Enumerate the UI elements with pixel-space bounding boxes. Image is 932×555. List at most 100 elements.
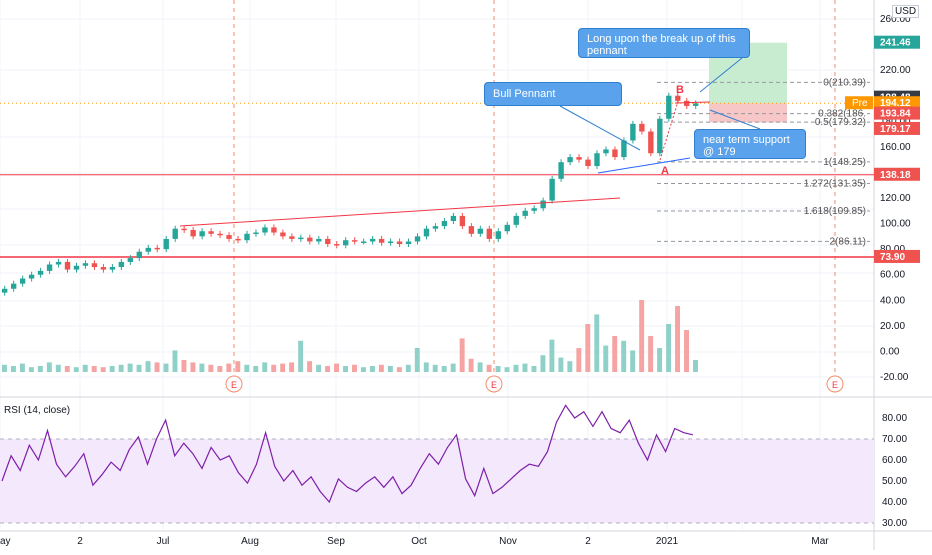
volume-bar xyxy=(136,364,142,372)
price-axis: 80.0070.0060.0050.0040.0030.00260.00240.… xyxy=(845,14,920,529)
candle-body xyxy=(405,241,412,245)
drawings[interactable]: A B E E E xyxy=(179,57,844,393)
rsi-tick-label: 70.00 xyxy=(882,434,907,445)
candle-body xyxy=(244,233,250,241)
candle-body xyxy=(639,123,645,132)
price-tick-label: 60.00 xyxy=(880,270,905,281)
volume-bar xyxy=(387,366,393,372)
fib-extension[interactable]: 0(210.39) 0.382(186.0.5(179.32) 1(148.25) 1… xyxy=(657,77,870,247)
candle-body xyxy=(298,237,304,240)
horizontal-levels xyxy=(0,102,874,258)
candle-body xyxy=(73,265,80,270)
callout-support[interactable]: near term support @ 179 xyxy=(694,129,806,159)
volume-bar xyxy=(468,358,474,372)
volume-bar xyxy=(154,362,160,372)
time-tick-label: Aug xyxy=(241,536,259,547)
fib-level-label: 0(210.39) xyxy=(823,77,866,88)
volume-bar xyxy=(91,366,97,372)
volume-bar xyxy=(289,362,295,372)
candle-body xyxy=(145,247,151,252)
volume-bar xyxy=(2,364,7,372)
time-tick-label: Nov xyxy=(499,536,517,547)
point-a-label: A xyxy=(661,165,669,177)
volume-bar xyxy=(657,348,663,372)
volume-bar xyxy=(531,366,537,372)
time-tick-label: 2 xyxy=(77,536,83,547)
candle-body xyxy=(46,264,53,271)
candle-body xyxy=(235,238,241,241)
volume-bar xyxy=(163,363,169,372)
volume-bar xyxy=(630,350,636,372)
volume-bar xyxy=(118,364,124,372)
price-label-badge xyxy=(874,96,920,110)
volume-bar xyxy=(504,367,510,372)
candle-body xyxy=(396,241,403,245)
volume-bar xyxy=(100,367,106,372)
time-tick-label: 2021 xyxy=(656,536,679,547)
candle-body xyxy=(19,278,26,284)
volume-bar xyxy=(235,361,241,372)
rsi-tick-label: 40.00 xyxy=(882,497,907,508)
volume-bar xyxy=(549,339,555,372)
volume-bar xyxy=(217,366,223,372)
volume-bar xyxy=(567,361,573,372)
candle-body xyxy=(603,149,609,154)
currency-label[interactable]: USD xyxy=(892,5,920,18)
time-tick-label: ay xyxy=(0,536,11,547)
callout-long[interactable]: Long upon the break up of this pennant xyxy=(578,28,750,58)
volume-bar xyxy=(46,362,52,372)
time-tick-label: Mar xyxy=(811,536,829,547)
price-label-badge xyxy=(874,167,920,181)
volume-bar xyxy=(181,360,187,372)
volume-bar xyxy=(226,363,232,372)
candle-body xyxy=(226,235,232,239)
candle-body xyxy=(684,100,690,106)
candle-body xyxy=(154,247,160,250)
price-tick-label: 180.00 xyxy=(880,116,911,127)
volume-bar xyxy=(271,364,277,372)
candle-body xyxy=(28,274,35,279)
candle-body xyxy=(558,162,564,179)
volume-bar xyxy=(55,364,61,372)
time-tick-label: Jul xyxy=(157,536,170,547)
candle-body xyxy=(280,232,286,237)
candle-body xyxy=(2,288,8,293)
candle-body xyxy=(369,238,376,242)
earnings-marker-label: E xyxy=(491,380,497,390)
candle-body xyxy=(10,283,17,289)
candle-body xyxy=(325,238,331,245)
volume-bar xyxy=(666,324,672,372)
fib-level-label: 1.272(131.35) xyxy=(804,178,866,189)
candle-body xyxy=(289,236,295,239)
candle-body xyxy=(334,244,340,246)
price-tick-label: 220.00 xyxy=(880,65,911,76)
callout-bull-pennant[interactable]: Bull Pennant xyxy=(484,82,622,106)
earnings-marker-label: E xyxy=(832,380,838,390)
candle-body xyxy=(307,237,313,242)
candle-body xyxy=(55,261,62,265)
candle-body xyxy=(450,215,457,222)
time-tick-label: Oct xyxy=(411,536,427,547)
volume-bar xyxy=(495,366,501,372)
fib-level-label: 1.618(109.85) xyxy=(804,206,866,217)
rsi-tick-label: 60.00 xyxy=(882,455,907,466)
candle-body xyxy=(262,227,268,233)
candle-body xyxy=(522,210,528,216)
candle-body xyxy=(352,240,358,242)
volume-bar xyxy=(540,355,546,372)
volume-bar xyxy=(199,363,205,372)
candle-body xyxy=(612,149,618,158)
candle-body xyxy=(387,241,394,243)
candle-body xyxy=(181,228,187,231)
volume-bar xyxy=(73,367,79,372)
volume-bar xyxy=(639,300,645,372)
candle-body xyxy=(118,261,125,268)
candle-body xyxy=(253,232,259,235)
volume-bar xyxy=(19,363,25,372)
volume-bar xyxy=(441,366,447,372)
premarket-label: Pre xyxy=(852,98,868,109)
candle-body xyxy=(486,228,492,239)
candle-body xyxy=(468,226,475,234)
candle-body xyxy=(657,118,663,154)
candle-body xyxy=(594,153,600,167)
